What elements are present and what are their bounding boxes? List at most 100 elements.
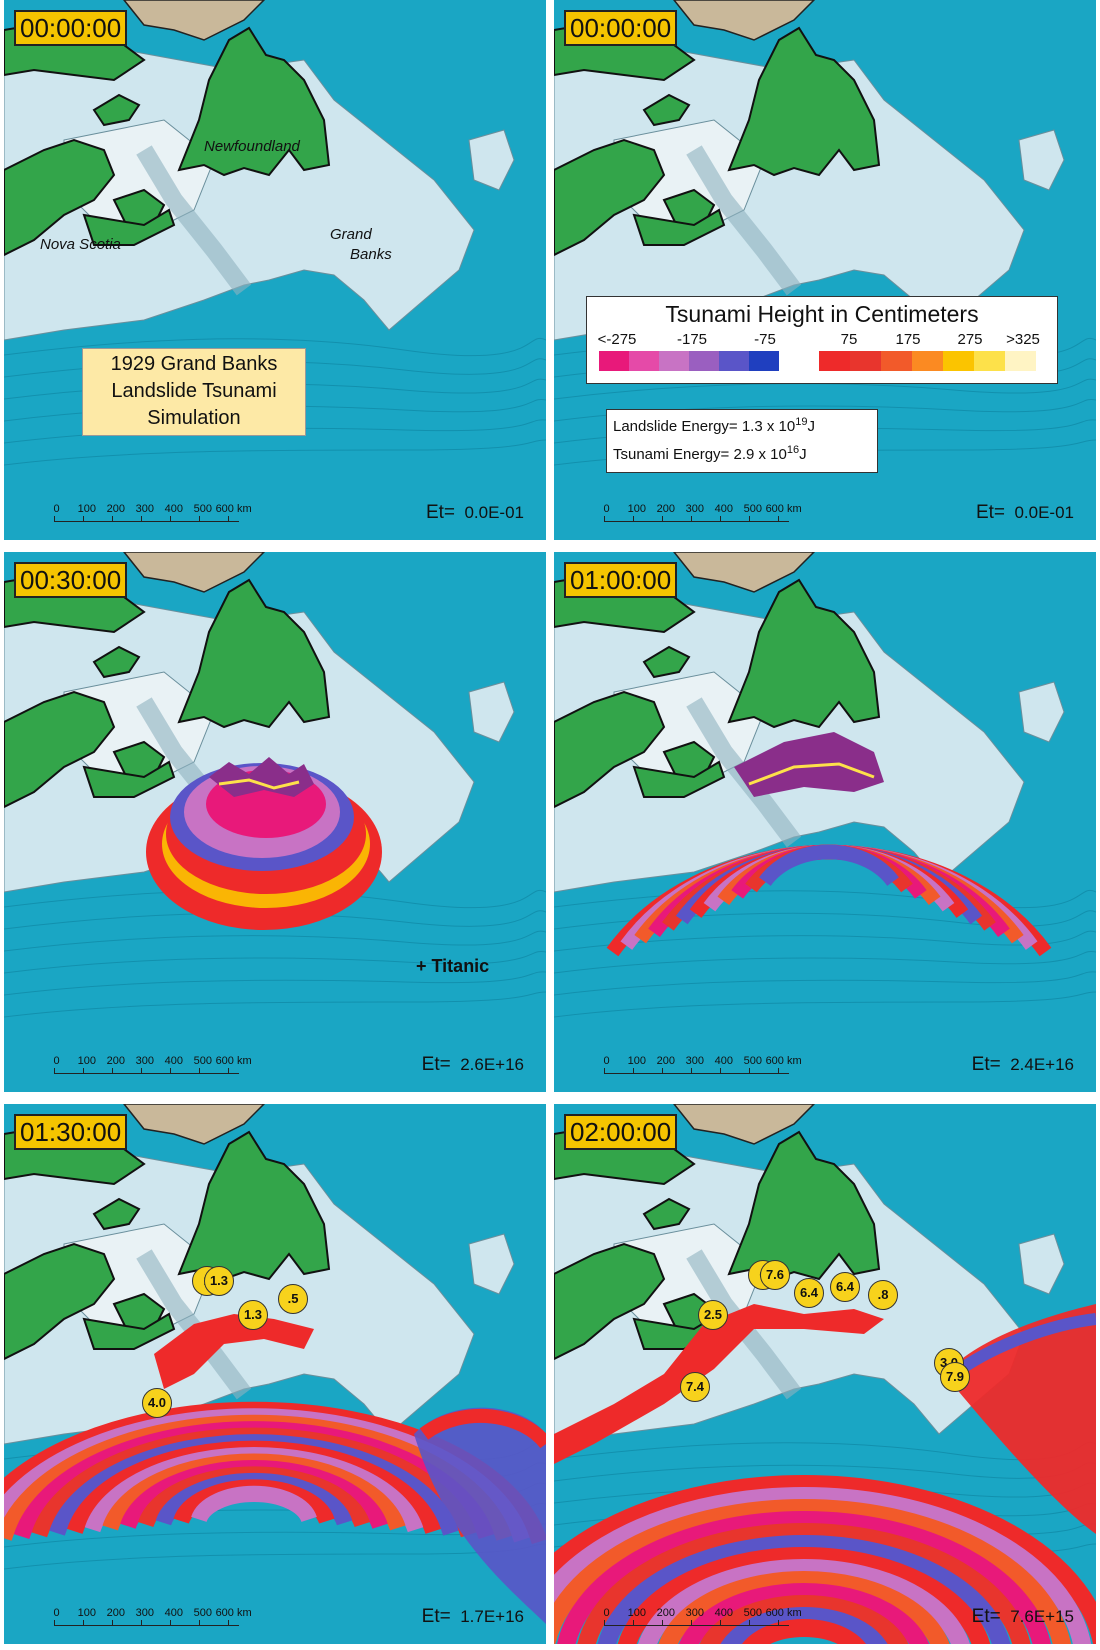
scale-tick-label: 0	[53, 503, 60, 515]
scale-tick	[228, 1068, 229, 1074]
legend-swatch-positive	[1005, 351, 1036, 371]
landslide-energy: Landslide Energy= 1.3 x 1019J	[613, 416, 815, 435]
landslide-energy-exp: 19	[795, 416, 808, 428]
legend-title: Tsunami Height in Centimeters	[665, 301, 979, 327]
basemap	[554, 552, 1096, 1092]
scale-tick	[720, 1620, 721, 1626]
label-newfoundland: Newfoundland	[204, 138, 300, 155]
tsunami-energy-text: Tsunami Energy= 2.9 x 10	[613, 446, 787, 463]
wave-band	[742, 1619, 866, 1644]
et-value: 0.0E-01	[464, 503, 524, 522]
scale-tick-label: 100	[77, 503, 97, 515]
contour-line	[4, 889, 546, 909]
newfoundland-land	[177, 1130, 331, 1281]
tsunami-wave	[4, 1314, 546, 1624]
time-label: 00:00:00	[14, 10, 128, 46]
labrador-highland	[673, 552, 816, 593]
title-line-1: 1929 Grand Banks	[110, 353, 278, 375]
scale-tick-label: 300	[135, 503, 155, 515]
scale-tick	[141, 1068, 142, 1074]
scale-tick	[170, 516, 171, 522]
newfoundland-land	[177, 578, 331, 729]
scale-tick-label: 400	[164, 1607, 184, 1619]
scale-tick	[54, 1068, 55, 1074]
scale-tick	[112, 1068, 113, 1074]
scale-tick-label: 500	[193, 1607, 213, 1619]
scale-tick	[778, 1620, 779, 1626]
scale-tick	[633, 1068, 634, 1074]
scale-line	[54, 521, 239, 522]
scale-tick-label: 100	[627, 1607, 647, 1619]
scale-tick	[141, 516, 142, 522]
et-value: 2.4E+16	[1010, 1055, 1074, 1074]
energy-readout: Et= 0.0E-01	[976, 502, 1074, 524]
wave-band	[554, 1475, 1096, 1644]
et-value: 2.6E+16	[460, 1055, 524, 1074]
labrador-highland	[123, 552, 266, 593]
wave-band	[617, 1547, 991, 1644]
flemish-cap	[468, 129, 515, 191]
et-value: 0.0E-01	[1014, 503, 1074, 522]
runup-badge: 1.3	[204, 1266, 234, 1296]
contour-line	[554, 930, 1096, 952]
scale-bar: 0 100 200 300 400 500 600 km	[604, 1050, 804, 1074]
flemish-cap	[1018, 129, 1065, 191]
flemish-cap	[1018, 1233, 1065, 1295]
scale-tick	[604, 516, 605, 522]
scale-tick	[720, 1068, 721, 1074]
panel-0000-right: 00:00:00 Tsunami Height in Centimeters <…	[554, 0, 1096, 540]
scale-tick	[199, 516, 200, 522]
scale-tick-label: 400	[164, 503, 184, 515]
energy-readout: Et= 7.6E+15	[972, 1606, 1074, 1628]
scale-tick-label: 0	[603, 503, 610, 515]
runup-badge: 2.5	[698, 1300, 728, 1330]
tsunami-wave	[606, 732, 1052, 957]
scale-tick	[170, 1068, 171, 1074]
scale-tick-label: 0	[603, 1607, 610, 1619]
scale-tick-label: 300	[685, 503, 705, 515]
scale-tick-label: 500	[743, 1055, 763, 1067]
legend-tick: -75	[754, 331, 776, 348]
flemish-cap	[1018, 681, 1065, 743]
panel-0130: 01:30:00 1 1.3 1.3 .5 4.0 01002003004005…	[4, 1104, 546, 1644]
time-label: 02:00:00	[564, 1114, 678, 1150]
wave-band	[720, 1607, 888, 1644]
flemish-cap	[468, 681, 515, 743]
scale-line	[604, 1073, 789, 1074]
labrador-highland	[123, 0, 266, 41]
scale-tick-label: 500	[743, 503, 763, 515]
nova-scotia-land	[554, 138, 666, 257]
et-label: Et=	[975, 502, 1005, 523]
anticosti	[642, 93, 691, 127]
bathymetry-contours	[4, 889, 546, 1018]
scale-tick-label: 0	[53, 1607, 60, 1619]
et-label: Et=	[425, 502, 455, 523]
scale-tick-label: 600 km	[765, 1607, 802, 1619]
title-line-2: Landslide Tsunami	[111, 380, 277, 402]
legend-tick: -175	[676, 331, 708, 348]
legend-swatch-negative	[629, 351, 659, 371]
scale-tick	[83, 1068, 84, 1074]
scale-tick-label: 100	[627, 1055, 647, 1067]
nova-scotia-coast	[82, 208, 176, 246]
scale-tick-label: 400	[714, 503, 734, 515]
scale-tick	[199, 1620, 200, 1626]
legend-tick: 75	[840, 331, 858, 348]
time-label: 00:00:00	[564, 10, 678, 46]
wave-band	[557, 1511, 1051, 1644]
scale-tick	[141, 1620, 142, 1626]
wave-band	[191, 1485, 317, 1523]
et-label: Et=	[421, 1054, 451, 1075]
scale-tick	[662, 1620, 663, 1626]
contour-line	[554, 951, 1096, 974]
contour-line	[554, 971, 1096, 996]
scale-line	[604, 1625, 789, 1626]
legend-swatch-negative	[749, 351, 779, 371]
tsunami-height-legend: Tsunami Height in Centimeters <-275 -175…	[586, 296, 1058, 384]
tsunami-energy: Tsunami Energy= 2.9 x 1016J	[613, 444, 807, 463]
nova-scotia-land	[554, 690, 666, 809]
nova-scotia-coast	[632, 760, 726, 798]
runup-badge: 6.4	[830, 1272, 860, 1302]
wave-coastal	[154, 1314, 314, 1389]
wave-source	[209, 757, 314, 797]
